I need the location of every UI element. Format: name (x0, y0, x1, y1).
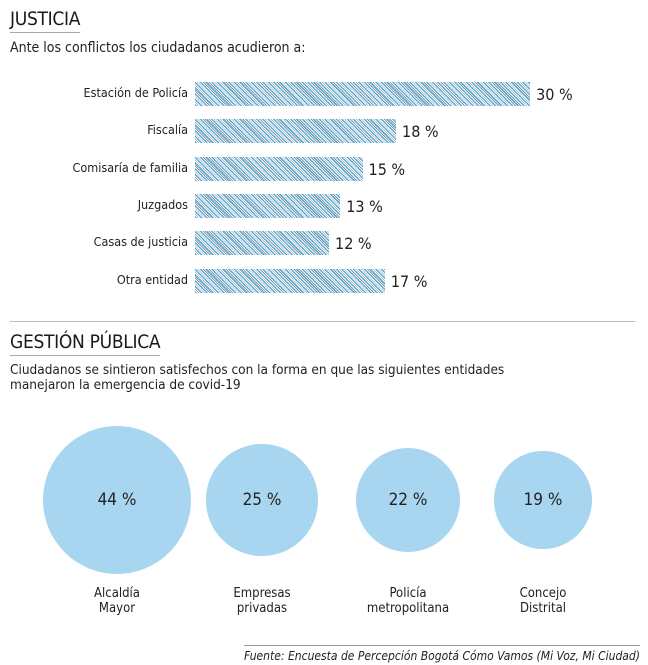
source-note: Fuente: Encuesta de Percepción Bogotá Có… (243, 645, 640, 663)
bubble-label-line: Alcaldía (94, 586, 140, 601)
justicia-subtitle: Ante los conflictos los ciudadanos acudi… (10, 40, 306, 56)
subtitle-line: Ciudadanos se sintieron satisfechos con … (10, 362, 505, 378)
bar-label: Casas de justicia (93, 234, 188, 250)
bubble-label-line: Concejo (519, 586, 567, 601)
bubble-label: Empresas privadas (192, 586, 332, 616)
bar-value: 12 % (335, 234, 372, 254)
bubble-label: Policía metropolitana (338, 586, 478, 616)
divider (10, 321, 635, 322)
bar (195, 193, 341, 218)
bubble: 22 % (355, 447, 461, 553)
justicia-title: JUSTICIA (10, 8, 80, 33)
bubble: 19 % (494, 451, 592, 549)
bar-label: Comisaría de familia (72, 159, 188, 175)
bar-value: 15 % (368, 159, 406, 179)
bubble-value: 25 % (242, 489, 282, 510)
bubble-label-line: metropolitana (366, 601, 450, 616)
bar-label: Fiscalía (147, 122, 188, 138)
bar (195, 268, 385, 293)
gestion-title: GESTIÓN PÚBLICA (10, 331, 161, 356)
bar-value: 17 % (390, 271, 428, 291)
bar-value: 13 % (346, 196, 383, 216)
bar-label: Otra entidad (116, 271, 188, 287)
bar-value: 30 % (536, 85, 573, 104)
bar (195, 119, 397, 144)
bubble-label-line: Policía (389, 586, 427, 601)
bar (195, 156, 363, 181)
bubble-label-line: privadas (236, 601, 288, 616)
bar-value: 18 % (402, 122, 439, 142)
bubble-label-line: Distrital (520, 601, 566, 616)
bar-label: Juzgados (137, 196, 188, 212)
bubble-value: 44 % (97, 490, 137, 510)
bubble: 44 % (43, 426, 191, 574)
bar-label: Estación de Policía (83, 85, 188, 100)
bubble-label-line: Mayor (98, 601, 136, 616)
bubble-label: Concejo Distrital (473, 586, 613, 616)
bar (195, 231, 330, 256)
bubble-label: Alcaldía Mayor (47, 586, 187, 616)
subtitle-line: manejaron la emergencia de covid-19 (10, 377, 241, 393)
bubble-value: 19 % (523, 489, 563, 510)
gestion-subtitle: Ciudadanos se sintieron satisfechos con … (10, 363, 504, 393)
bubble: 25 % (206, 444, 318, 556)
bubble-label-line: Empresas (233, 586, 291, 601)
bar (195, 82, 531, 106)
bubble-value: 22 % (388, 489, 428, 510)
